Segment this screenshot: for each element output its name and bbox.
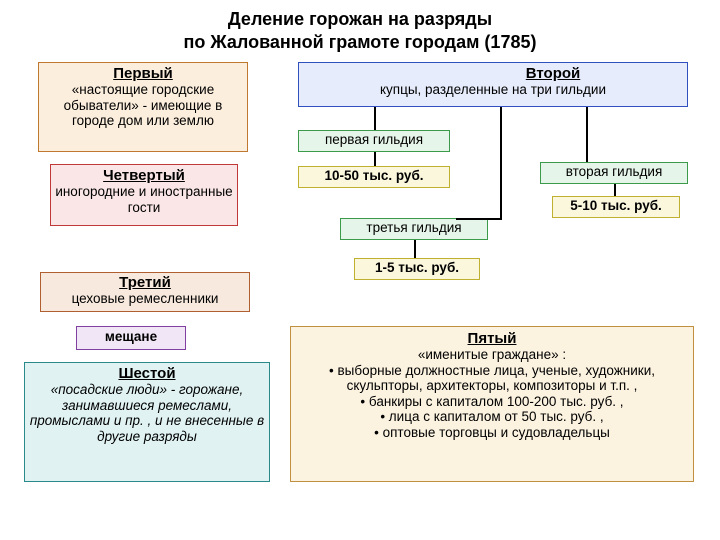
connector (414, 240, 416, 258)
guild3-val: 1-5 тыс. руб. (375, 260, 459, 275)
guild2-val: 5-10 тыс. руб. (570, 198, 662, 213)
fifth-item: выборные должностные лица, ученые, худож… (297, 363, 687, 394)
fifth-item: оптовые торговцы и судовладельцы (297, 425, 687, 441)
second-body: купцы, разделенные на три гильдии (380, 82, 606, 97)
guild1-val: 10-50 тыс. руб. (324, 168, 423, 183)
fourth-body: иногородние и иностранные гости (55, 184, 233, 215)
connector (500, 107, 502, 218)
diagram-title: Деление горожан на разряды по Жалованной… (0, 0, 720, 53)
connector (374, 152, 376, 166)
first-body: «настоящие городские обыватели» - имеющи… (43, 82, 243, 129)
box-guild3: третья гильдия (340, 218, 488, 240)
box-first: Первый «настоящие городские обыватели» -… (38, 62, 248, 152)
box-second: Второй купцы, разделенные на три гильдии (298, 62, 688, 107)
box-guild2-val: 5-10 тыс. руб. (552, 196, 680, 218)
third-header: Третий (45, 274, 245, 291)
box-guild1: первая гильдия (298, 130, 450, 152)
connector (614, 184, 616, 196)
second-header: Второй (526, 65, 581, 82)
fifth-header: Пятый (297, 330, 687, 347)
sixth-body: «посадские люди» - горожане, занимавшиес… (29, 382, 265, 444)
fifth-list: выборные должностные лица, ученые, худож… (297, 363, 687, 441)
connector (374, 107, 376, 130)
title-line2: по Жалованной грамоте городам (1785) (184, 32, 537, 52)
meshane-label: мещане (105, 329, 157, 344)
first-header: Первый (43, 65, 243, 82)
title-line1: Деление горожан на разряды (228, 9, 492, 29)
fifth-item: банкиры с капиталом 100-200 тыс. руб. , (297, 394, 687, 410)
guild1-label: первая гильдия (325, 132, 423, 147)
fourth-header: Четвертый (55, 167, 233, 184)
guild2-label: вторая гильдия (566, 164, 663, 179)
fifth-intro: «именитые граждане» : (297, 347, 687, 363)
box-fifth: Пятый «именитые граждане» : выборные дол… (290, 326, 694, 482)
connector (456, 218, 502, 220)
box-meshane: мещане (76, 326, 186, 350)
box-fourth: Четвертый иногородние и иностранные гост… (50, 164, 238, 226)
box-third: Третий цеховые ремесленники (40, 272, 250, 312)
box-sixth: Шестой «посадские люди» - горожане, зани… (24, 362, 270, 482)
box-guild1-val: 10-50 тыс. руб. (298, 166, 450, 188)
connector (586, 107, 588, 162)
third-body: цеховые ремесленники (45, 291, 245, 307)
box-guild3-val: 1-5 тыс. руб. (354, 258, 480, 280)
fifth-item: лица с капиталом от 50 тыс. руб. , (297, 409, 687, 425)
sixth-header: Шестой (29, 365, 265, 382)
box-guild2: вторая гильдия (540, 162, 688, 184)
guild3-label: третья гильдия (366, 220, 461, 235)
